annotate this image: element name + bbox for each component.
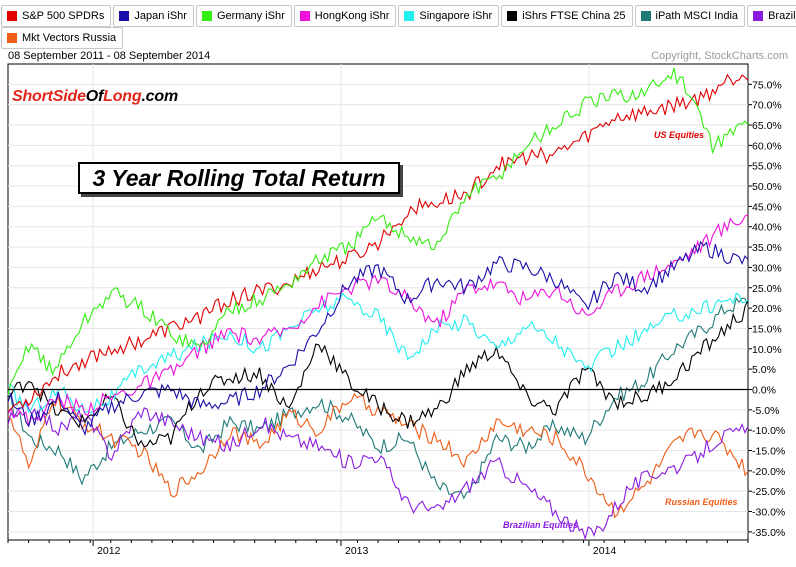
y-tick-label: -35.0% bbox=[752, 527, 785, 539]
copyright-text: Copyright, StockCharts.com bbox=[651, 50, 788, 62]
legend-item-india[interactable]: iPath MSCI India bbox=[634, 5, 746, 27]
legend-item-japan[interactable]: Japan iShr bbox=[113, 5, 194, 27]
y-tick-label: 55.0% bbox=[752, 161, 782, 173]
legend-swatch bbox=[119, 11, 130, 21]
legend-label: Germany iShr bbox=[216, 10, 285, 22]
y-tick-label: 30.0% bbox=[752, 262, 782, 274]
legend-swatch bbox=[299, 11, 310, 21]
legend-label: S&P 500 SPDRs bbox=[22, 10, 105, 22]
legend-item-hongkong[interactable]: HongKong iShr bbox=[293, 5, 397, 27]
legend-swatch bbox=[7, 33, 17, 43]
y-tick-label: 50.0% bbox=[752, 181, 782, 193]
y-tick-label: 10.0% bbox=[752, 344, 782, 356]
legend-label: Mkt Vectors Russia bbox=[22, 32, 117, 44]
series-line-ishrs-ftse-china-25 bbox=[7, 299, 749, 448]
legend-swatch bbox=[640, 11, 651, 21]
y-tick-label: 5.0% bbox=[752, 364, 776, 376]
legend-label: Singapore iShr bbox=[419, 10, 493, 22]
legend-item-china[interactable]: iShrs FTSE China 25 bbox=[501, 5, 633, 27]
x-tick-label: 2014 bbox=[593, 545, 617, 557]
legend-item-sp500[interactable]: S&P 500 SPDRs bbox=[1, 5, 112, 27]
y-tick-label: 75.0% bbox=[752, 79, 782, 91]
y-tick-label: 15.0% bbox=[752, 323, 782, 335]
series-line-s-p-500-spdrs bbox=[7, 73, 749, 412]
y-tick-label: 45.0% bbox=[752, 201, 782, 213]
y-tick-label: -5.0% bbox=[752, 405, 779, 417]
y-tick-label: 35.0% bbox=[752, 242, 782, 254]
legend-swatch bbox=[507, 11, 518, 21]
legend-label: Japan iShr bbox=[134, 10, 187, 22]
series-line-hongkong-ishr bbox=[7, 214, 749, 428]
series-line-japan-ishr bbox=[7, 240, 749, 437]
y-tick-label: 60.0% bbox=[752, 140, 782, 152]
y-tick-label: -20.0% bbox=[752, 466, 785, 478]
legend-item-germany[interactable]: Germany iShr bbox=[195, 5, 292, 27]
legend-row-2: Mkt Vectors Russia bbox=[0, 26, 124, 49]
y-tick-label: 40.0% bbox=[752, 222, 782, 234]
annotation-russian-equities: Russian Equities bbox=[665, 497, 738, 507]
y-tick-label: 70.0% bbox=[752, 100, 782, 112]
series-line-germany-ishr bbox=[7, 67, 749, 395]
legend-label: iShrs FTSE China 25 bbox=[522, 10, 626, 22]
legend-item-russia[interactable]: Mkt Vectors Russia bbox=[1, 27, 124, 49]
plot-area bbox=[7, 63, 749, 541]
legend-swatch bbox=[753, 11, 764, 21]
watermark-logo: ShortSideOfLong.com bbox=[12, 88, 178, 105]
legend-swatch bbox=[201, 11, 212, 21]
legend-swatch bbox=[7, 11, 17, 21]
series-line-ipath-msci-india bbox=[7, 297, 749, 500]
y-tick-label: -30.0% bbox=[752, 507, 785, 519]
series-line-singapore-ishr bbox=[7, 292, 749, 414]
y-tick-label: 0.0% bbox=[752, 384, 776, 396]
y-tick-label: 65.0% bbox=[752, 120, 782, 132]
legend-label: Brazil iShr bbox=[768, 10, 796, 22]
y-tick-label: 20.0% bbox=[752, 303, 782, 315]
annotation-brazilian-equities: Brazilian Equities bbox=[503, 520, 579, 530]
legend-label: HongKong iShr bbox=[314, 10, 390, 22]
y-tick-label: 25.0% bbox=[752, 283, 782, 295]
chart-title: 3 Year Rolling Total Return bbox=[78, 162, 400, 194]
date-range: 08 September 2011 - 08 September 2014 bbox=[8, 50, 211, 62]
y-tick-label: -10.0% bbox=[752, 425, 785, 437]
x-tick-label: 2013 bbox=[345, 545, 369, 557]
annotation-us-equities: US Equities bbox=[654, 130, 705, 140]
y-tick-label: -15.0% bbox=[752, 445, 785, 457]
y-tick-label: -25.0% bbox=[752, 486, 785, 498]
x-tick-label: 2012 bbox=[97, 545, 121, 557]
series-line-brazil-ishr bbox=[7, 399, 749, 541]
legend-row-1: S&P 500 SPDRs Japan iShr Germany iShr Ho… bbox=[0, 4, 796, 27]
legend-swatch bbox=[404, 11, 415, 21]
legend-label: iPath MSCI India bbox=[655, 10, 739, 22]
legend-item-brazil[interactable]: Brazil iShr bbox=[747, 5, 796, 27]
legend-item-singapore[interactable]: Singapore iShr bbox=[398, 5, 500, 27]
